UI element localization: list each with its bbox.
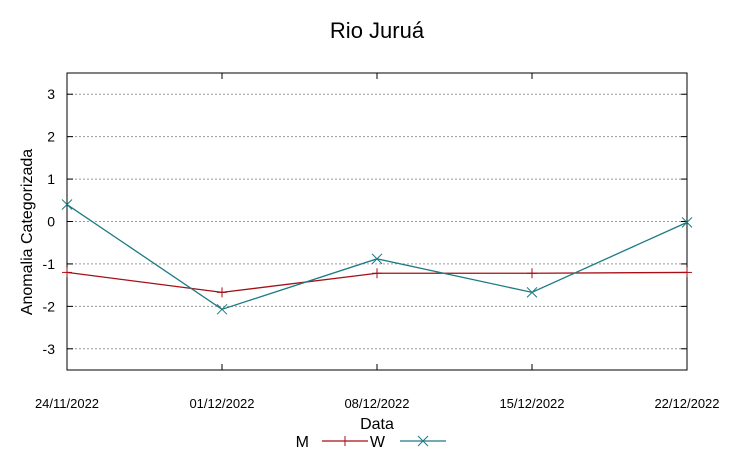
legend-marker-m — [340, 436, 350, 446]
x-tick-label: 22/12/2022 — [654, 396, 719, 411]
data-point-w — [371, 253, 383, 265]
y-tick-label: -2 — [43, 298, 56, 314]
data-point-w — [526, 287, 538, 298]
grid — [67, 93, 687, 350]
y-tick-label: -1 — [43, 256, 56, 272]
data-point-m — [217, 287, 227, 298]
legend-marker-w — [417, 435, 429, 447]
x-tick-label: 01/12/2022 — [189, 396, 254, 411]
x-tick-label: 08/12/2022 — [344, 396, 409, 411]
data-point-w — [216, 303, 228, 315]
x-tick-label: 24/11/2022 — [35, 396, 99, 411]
data-point-m — [372, 268, 382, 279]
data-point-m — [682, 267, 692, 278]
data-point-m — [527, 268, 537, 279]
series-layer — [61, 199, 693, 315]
data-point-m — [62, 267, 72, 278]
y-axis-label: Anomalia Categorizada — [19, 149, 36, 315]
series-line-w — [66, 203, 688, 311]
y-tick-label: 0 — [47, 214, 55, 230]
data-point-w — [61, 199, 73, 210]
y-tick-label: -3 — [43, 341, 56, 357]
x-axis-label: Data — [360, 416, 394, 433]
chart-title: Rio Juruá — [330, 18, 425, 43]
x-ticks: 24/11/2022 01/12/2022 08/12/2022 15/12/2022… — [35, 73, 720, 411]
legend-label-m: M — [296, 434, 309, 451]
y-ticks: 3 2 1 0 -1 -2 -3 — [43, 86, 687, 357]
x-tick-label: 15/12/2022 — [499, 396, 564, 411]
y-tick-label: 2 — [47, 129, 55, 145]
y-tick-label: 3 — [47, 86, 55, 102]
legend-label-w: W — [370, 434, 386, 451]
data-point-w — [681, 216, 693, 228]
y-tick-label: 1 — [47, 171, 55, 187]
